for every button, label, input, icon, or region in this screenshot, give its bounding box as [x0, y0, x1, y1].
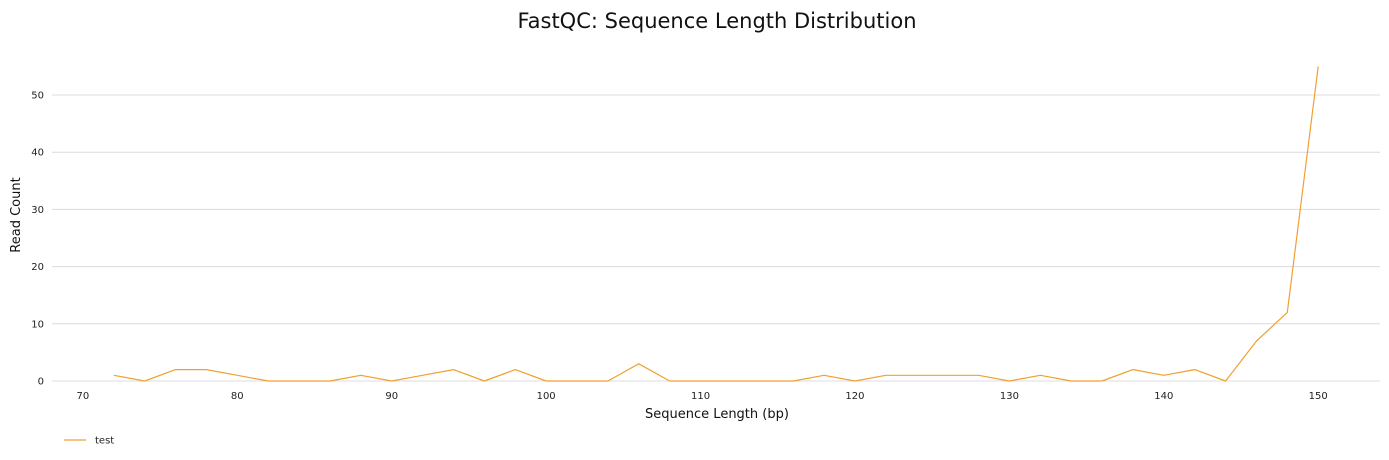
- data-point[interactable]: [636, 361, 642, 367]
- data-point[interactable]: [296, 378, 302, 384]
- data-point[interactable]: [1130, 367, 1136, 373]
- y-tick-label: 50: [31, 91, 44, 102]
- data-point[interactable]: [450, 367, 456, 373]
- x-axis-label: Sequence Length (bp): [645, 407, 789, 422]
- data-point[interactable]: [1037, 372, 1043, 378]
- x-tick-label: 70: [77, 391, 90, 402]
- data-point[interactable]: [327, 378, 333, 384]
- data-point[interactable]: [265, 378, 271, 384]
- data-point[interactable]: [1223, 378, 1229, 384]
- data-point[interactable]: [821, 372, 827, 378]
- data-point[interactable]: [945, 372, 951, 378]
- data-point[interactable]: [1284, 309, 1290, 315]
- data-point[interactable]: [389, 378, 395, 384]
- data-point[interactable]: [1099, 378, 1105, 384]
- x-tick-label: 120: [845, 391, 864, 402]
- y-axis-label: Read Count: [9, 177, 24, 252]
- y-tick-label: 30: [31, 205, 44, 216]
- x-tick-label: 150: [1309, 391, 1328, 402]
- chart-title: FastQC: Sequence Length Distribution: [517, 9, 916, 33]
- data-point[interactable]: [1068, 378, 1074, 384]
- legend-label[interactable]: test: [95, 436, 114, 447]
- data-point[interactable]: [1253, 338, 1259, 344]
- x-tick-label: 130: [1000, 391, 1019, 402]
- series-layer: [111, 63, 1321, 384]
- y-tick-label: 40: [31, 148, 44, 159]
- data-point[interactable]: [1161, 372, 1167, 378]
- data-point[interactable]: [512, 367, 518, 373]
- data-point[interactable]: [698, 378, 704, 384]
- legend[interactable]: test: [64, 436, 114, 447]
- data-point[interactable]: [420, 372, 426, 378]
- x-tick-label: 140: [1154, 391, 1173, 402]
- data-point[interactable]: [1192, 367, 1198, 373]
- x-tick-label: 80: [231, 391, 244, 402]
- data-point[interactable]: [790, 378, 796, 384]
- series-line[interactable]: [113, 66, 1319, 382]
- y-tick-label: 0: [38, 377, 44, 388]
- grid-lines: [52, 94, 1380, 382]
- data-point[interactable]: [605, 378, 611, 384]
- data-point[interactable]: [203, 367, 209, 373]
- data-point[interactable]: [976, 372, 982, 378]
- data-point[interactable]: [1006, 378, 1012, 384]
- data-point[interactable]: [142, 378, 148, 384]
- data-point[interactable]: [914, 372, 920, 378]
- data-point[interactable]: [1315, 63, 1321, 69]
- data-point[interactable]: [234, 372, 240, 378]
- data-point[interactable]: [173, 367, 179, 373]
- data-point[interactable]: [358, 372, 364, 378]
- y-tick-label: 20: [31, 262, 44, 273]
- x-tick-label: 90: [385, 391, 398, 402]
- data-point[interactable]: [883, 372, 889, 378]
- data-point[interactable]: [543, 378, 549, 384]
- data-point[interactable]: [728, 378, 734, 384]
- y-axis-ticks: 0 10 20 30 40 50: [31, 91, 44, 388]
- data-point[interactable]: [574, 378, 580, 384]
- x-tick-label: 110: [691, 391, 710, 402]
- y-tick-label: 10: [31, 319, 44, 330]
- data-point[interactable]: [759, 378, 765, 384]
- x-axis-ticks: 70 80 90 100 110 120 130 140 150: [77, 391, 1328, 402]
- data-point[interactable]: [481, 378, 487, 384]
- data-point[interactable]: [111, 372, 117, 378]
- x-tick-label: 100: [537, 391, 556, 402]
- data-point[interactable]: [852, 378, 858, 384]
- data-point[interactable]: [667, 378, 673, 384]
